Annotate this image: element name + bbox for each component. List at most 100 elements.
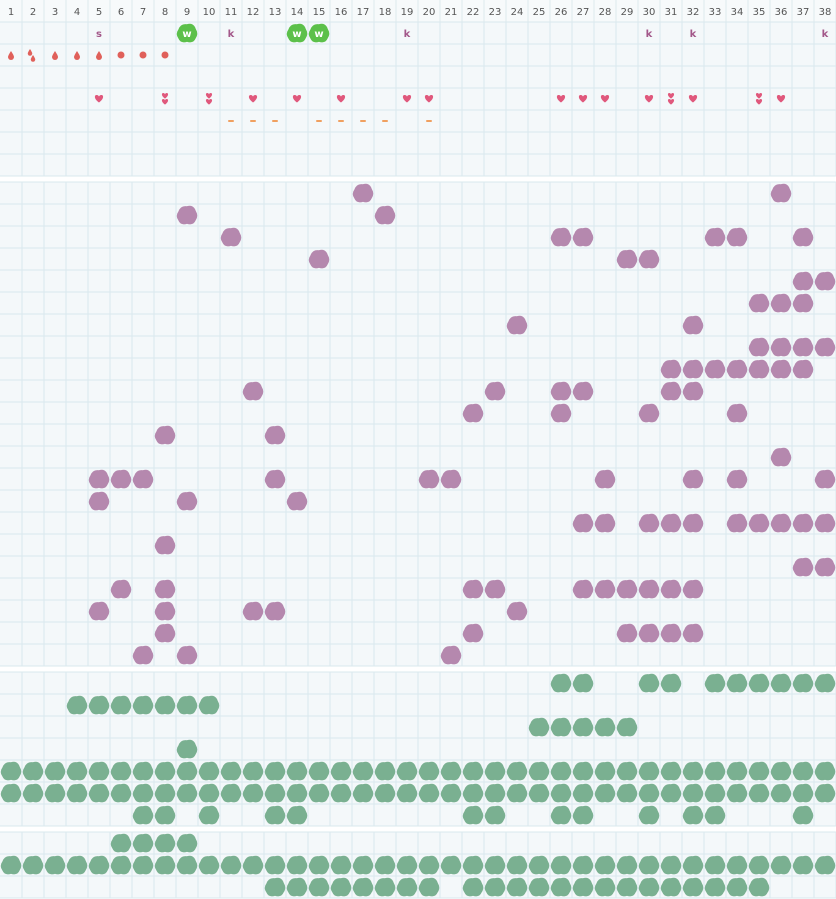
blob-mark — [154, 783, 176, 803]
heart-mark — [205, 93, 213, 99]
letter-mark: w — [314, 29, 323, 40]
blob-mark — [814, 783, 836, 803]
heart-mark — [755, 93, 763, 99]
blob-mark — [220, 855, 242, 875]
column-number: 26 — [555, 7, 568, 18]
blob-mark — [792, 557, 814, 577]
column-number: 15 — [313, 7, 326, 18]
blob-mark — [594, 877, 616, 897]
blob-mark — [352, 877, 374, 897]
heart-mark — [667, 93, 675, 99]
blob-mark — [682, 877, 704, 897]
blob-mark — [242, 601, 264, 621]
blob-mark — [770, 337, 792, 357]
blob-mark — [264, 805, 286, 825]
blob-mark — [748, 293, 770, 313]
blob-mark — [264, 425, 286, 445]
heart-mark — [644, 95, 654, 103]
blob-mark — [616, 761, 638, 781]
blob-mark — [352, 761, 374, 781]
dash-mark — [338, 120, 344, 122]
column-number: 3 — [52, 7, 58, 18]
column-number: 31 — [665, 7, 678, 18]
blob-mark — [682, 761, 704, 781]
blob-mark — [770, 783, 792, 803]
blob-mark — [770, 761, 792, 781]
blob-mark — [132, 645, 154, 665]
letter-mark: k — [822, 29, 829, 40]
blob-mark — [0, 783, 22, 803]
blob-mark — [594, 579, 616, 599]
column-number: 36 — [775, 7, 788, 18]
blob-mark — [572, 877, 594, 897]
blob-mark — [462, 805, 484, 825]
blob-mark — [242, 855, 264, 875]
blob-mark — [374, 877, 396, 897]
blob-mark — [792, 673, 814, 693]
column-number: 9 — [184, 7, 190, 18]
blob-mark — [572, 227, 594, 247]
blob-mark — [660, 623, 682, 643]
blob-mark — [748, 877, 770, 897]
blob-mark — [748, 359, 770, 379]
blob-mark — [418, 877, 440, 897]
blob-mark — [792, 805, 814, 825]
blob-mark — [484, 783, 506, 803]
blob-mark — [572, 579, 594, 599]
blob-mark — [88, 695, 110, 715]
blob-mark — [462, 579, 484, 599]
blob-mark — [88, 855, 110, 875]
blob-mark — [88, 469, 110, 489]
letter-mark: k — [690, 29, 697, 40]
column-number: 17 — [357, 7, 370, 18]
blob-mark — [286, 877, 308, 897]
blob-mark — [638, 877, 660, 897]
blob-mark — [220, 761, 242, 781]
blob-mark — [308, 855, 330, 875]
blob-mark — [308, 249, 330, 269]
blob-mark — [242, 783, 264, 803]
blob-mark — [528, 877, 550, 897]
blob-mark — [616, 249, 638, 269]
blob-mark — [352, 783, 374, 803]
blob-mark — [550, 717, 572, 737]
blob-mark — [726, 877, 748, 897]
blob-mark — [792, 271, 814, 291]
column-number: 18 — [379, 7, 392, 18]
blob-mark — [308, 761, 330, 781]
blob-mark — [176, 491, 198, 511]
blob-mark — [682, 783, 704, 803]
blob-mark — [462, 877, 484, 897]
blob-mark — [594, 761, 616, 781]
blob-mark — [198, 761, 220, 781]
blob-mark — [814, 469, 836, 489]
blob-mark — [22, 761, 44, 781]
column-number: 38 — [819, 7, 832, 18]
blob-mark — [484, 855, 506, 875]
heart-mark — [248, 95, 258, 103]
blob-mark — [132, 469, 154, 489]
blob-mark — [176, 833, 198, 853]
circle-mark — [139, 51, 147, 59]
blob-mark — [572, 513, 594, 533]
blob-mark — [110, 761, 132, 781]
blob-mark — [682, 513, 704, 533]
blob-mark — [220, 227, 242, 247]
blob-mark — [286, 761, 308, 781]
column-number: 25 — [533, 7, 546, 18]
blob-mark — [814, 513, 836, 533]
letter-mark: s — [96, 29, 102, 40]
blob-mark — [792, 227, 814, 247]
letter-mark: w — [182, 29, 191, 40]
column-number: 23 — [489, 7, 502, 18]
blob-mark — [154, 535, 176, 555]
heart-mark — [292, 95, 302, 103]
blob-mark — [330, 877, 352, 897]
blob-mark — [154, 623, 176, 643]
blob-mark — [814, 557, 836, 577]
blob-mark — [132, 695, 154, 715]
column-number: 2 — [30, 7, 36, 18]
heart-mark — [402, 95, 412, 103]
